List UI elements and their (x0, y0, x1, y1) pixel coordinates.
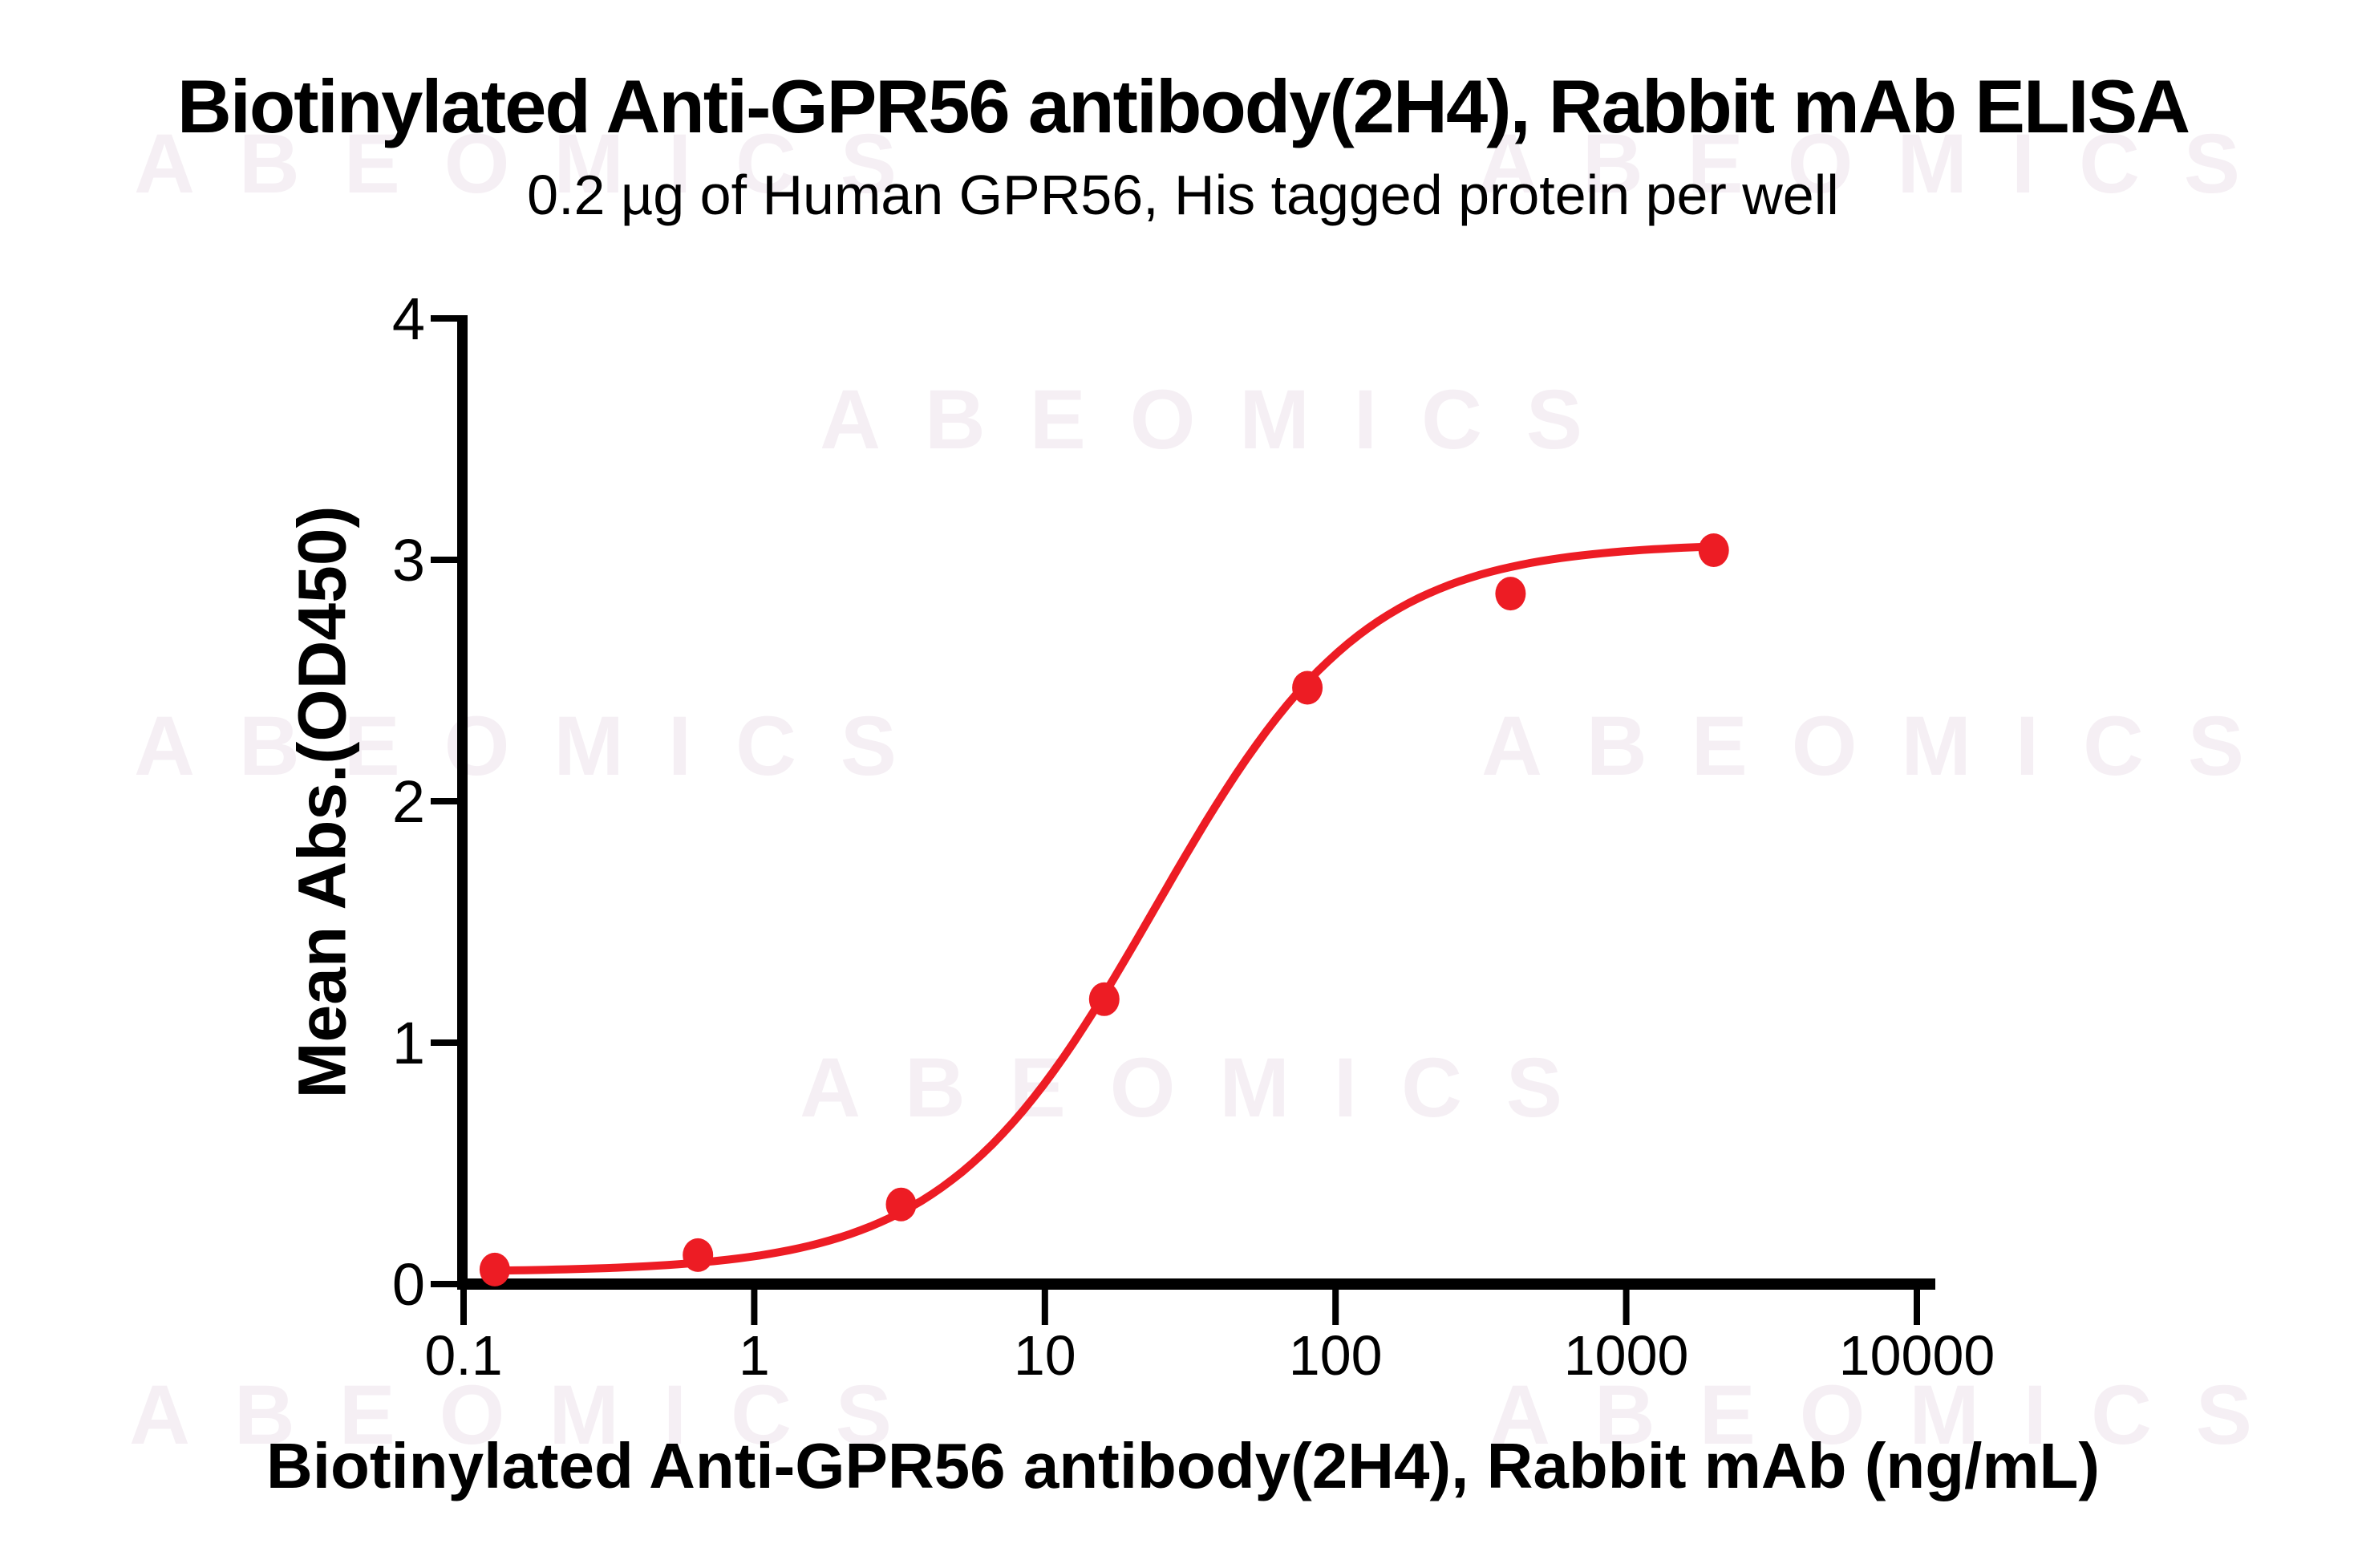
data-point (1495, 577, 1526, 611)
watermark: ABEOMICS (800, 1041, 1606, 1135)
watermark: ABEOMICS (134, 117, 941, 211)
data-point (885, 1187, 917, 1222)
data-points (479, 533, 1729, 1286)
chart-subtitle: 0.2 µg of Human GPR56, His tagged protei… (527, 164, 1839, 226)
y-axis-ticks (431, 315, 457, 1287)
fit-curve (494, 542, 1714, 1275)
data-point (1698, 533, 1729, 567)
x-axis-tick-labels: 0.1 1 10 100 1000 10000 (424, 1324, 1995, 1387)
watermark: ABEOMICS (129, 1368, 936, 1462)
data-point (683, 1238, 714, 1272)
watermark: ABEOMICS (1489, 1368, 2296, 1462)
x-tick-label: 1 (739, 1324, 770, 1387)
watermark: ABEOMICS (820, 373, 1627, 467)
y-tick-label: 1 (392, 1010, 425, 1076)
y-tick-label: 2 (392, 768, 425, 835)
y-tick-label: 0 (392, 1251, 425, 1318)
x-tick-label: 1000 (1564, 1324, 1689, 1387)
watermark: ABEOMICS (1477, 117, 2284, 211)
x-tick-label: 10000 (1839, 1324, 1995, 1387)
y-axis-label: Mean Abs.(OD450) (284, 505, 360, 1099)
watermark: ABEOMICS (134, 699, 941, 793)
y-axis-tick-labels: 0 1 2 3 4 (392, 286, 425, 1318)
x-axis-line (457, 1278, 1935, 1290)
y-tick-label: 3 (392, 527, 425, 594)
watermark: ABEOMICS (1481, 699, 2288, 793)
x-axis-ticks (460, 1290, 1920, 1325)
x-tick-label: 100 (1289, 1324, 1383, 1387)
data-point (479, 1252, 510, 1286)
x-axis-label: Biotinylated Anti-GPR56 antibody(2H4), R… (266, 1430, 2100, 1501)
chart-title: Biotinylated Anti-GPR56 antibody(2H4), R… (176, 64, 2190, 148)
data-point (1292, 671, 1323, 705)
data-point (1088, 982, 1120, 1016)
y-axis-line (457, 315, 468, 1290)
x-tick-label: 10 (1014, 1324, 1076, 1387)
x-tick-label: 0.1 (424, 1324, 502, 1387)
y-tick-label: 4 (392, 286, 425, 352)
